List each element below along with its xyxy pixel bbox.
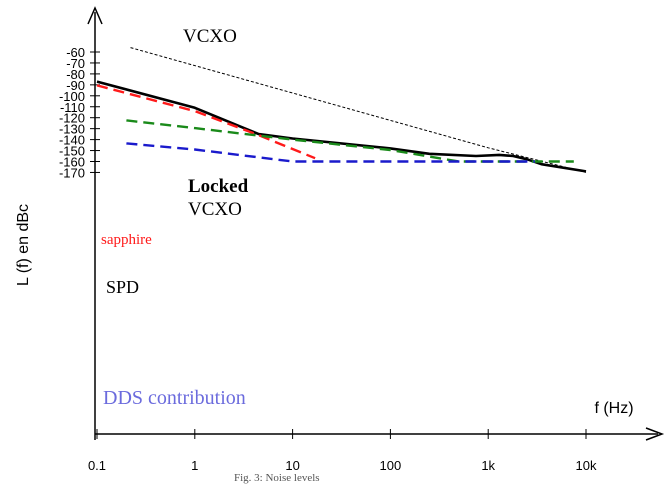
series-lines [96, 47, 587, 173]
y-tick-label: -90 [66, 78, 85, 93]
series-line-vcxo [130, 47, 587, 173]
series-line-dds-contribution [126, 142, 535, 163]
y-tick-label: -120 [59, 111, 85, 126]
y-tick-label: -130 [59, 122, 85, 137]
figure-caption: Fig. 3: Noise levels [234, 472, 320, 484]
axes [87, 6, 665, 441]
annotation-spd: SPD [106, 277, 139, 297]
y-tick-label: -160 [59, 155, 85, 170]
y-ticks: -60-70-80-90-100-110-120-130-140-150-160… [59, 45, 100, 180]
x-tick-label: 0.1 [88, 458, 106, 473]
y-tick-label: -100 [59, 89, 85, 104]
x-tick-label: 10k [576, 458, 597, 473]
annotation-vcxo: VCXO [183, 26, 237, 47]
y-tick-label: -80 [66, 67, 85, 82]
x-tick-label: 1 [191, 458, 198, 473]
x-tick-label: 100 [380, 458, 402, 473]
y-tick-label: -110 [60, 100, 85, 115]
x-tick-label: 1k [481, 458, 495, 473]
annotation-dds-contribution: DDS contribution [103, 387, 246, 409]
x-axis-label: f (Hz) [594, 400, 633, 417]
x-axis-arrow [645, 427, 665, 441]
series-line-locked-vcxo [96, 80, 587, 173]
y-tick-label: -150 [59, 144, 85, 159]
y-tick-label: -60 [66, 45, 85, 60]
x-ticks: 0.1 1 10 100 1k 10k [88, 429, 597, 473]
series-line-spd [126, 119, 574, 163]
y-tick-label: -140 [59, 133, 85, 148]
y-tick-label: -70 [66, 56, 85, 71]
annotation-locked-vcxo: VCXO [188, 199, 242, 220]
y-tick-label: -170 [59, 165, 85, 180]
annotation-locked: Locked [188, 176, 249, 197]
x-tick-label: 10 [285, 458, 299, 473]
y-axis-label: L (f) en dBc [15, 204, 32, 286]
annotation-sapphire: sapphire [101, 232, 152, 248]
y-axis-arrow [87, 6, 103, 25]
